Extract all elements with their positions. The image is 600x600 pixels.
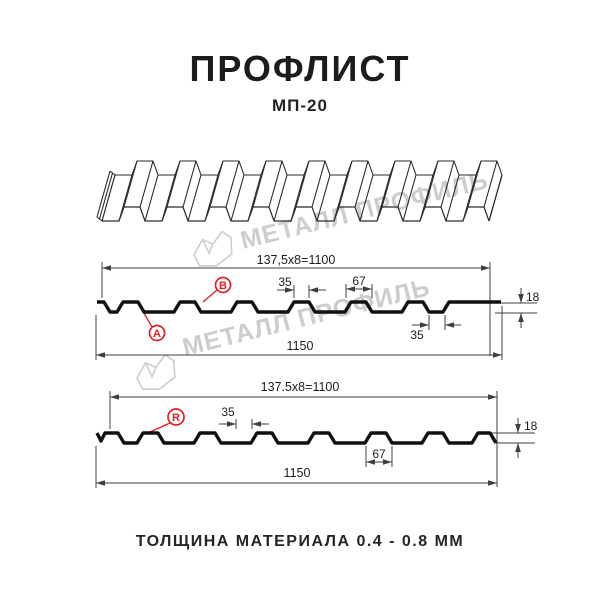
sheet-edge-line: [483, 160, 498, 208]
dim-profile-height: 18: [524, 419, 538, 433]
dimension-arrow: [252, 421, 261, 427]
header: ПРОФЛИСТ МП-20: [0, 48, 600, 116]
sheet-edge-line: [230, 174, 245, 222]
brand-logo-icon: [136, 353, 176, 391]
dimension-arrow: [309, 287, 318, 293]
sheet-cut-edge: [109, 170, 116, 176]
label-r-leader: [149, 422, 171, 433]
bottom-profile-texts: 137.5x8=1100 35 67 18 1150 R: [167, 380, 538, 480]
sheet-cut-edge: [96, 170, 111, 218]
profile-cross-section: [95, 431, 498, 445]
dimension-arrow: [493, 352, 502, 358]
dimension-arrow: [481, 265, 490, 271]
watermark-middle: МЕТАЛЛ ПРОФИЛЬ: [136, 273, 433, 391]
dimension-arrow: [346, 286, 355, 292]
dimension-arrow: [285, 287, 294, 293]
profile-model-subtitle: МП-20: [272, 96, 328, 115]
technical-drawing: МЕТАЛЛ ПРОФИЛЬ МЕТАЛЛ ПРОФИЛЬ 137,5x8=11…: [95, 160, 540, 488]
dim-profile-height: 18: [526, 290, 540, 304]
side-r-badge: [167, 408, 185, 426]
dimension-arrow: [102, 265, 111, 271]
sheet-edge-line: [268, 160, 283, 208]
side-b-badge: [214, 276, 232, 294]
label-b-leader: [202, 289, 218, 303]
dim-rib-top-width: 35: [278, 275, 292, 289]
sheet-cut-edge: [488, 174, 503, 222]
sheet-edge-line: [359, 174, 374, 222]
sheet-3d-view: [96, 160, 503, 222]
dimension-arrow: [96, 352, 105, 358]
dimension-arrow: [383, 459, 392, 465]
dimension-arrow: [488, 394, 497, 400]
sheet-edge-line: [187, 174, 202, 222]
material-thickness-note: ТОЛЩИНА МАТЕРИАЛА 0.4 - 0.8 ММ: [135, 533, 465, 550]
dim-overall-width: 1150: [287, 339, 314, 353]
dim-rib-top-width: 35: [221, 405, 235, 419]
dimension-arrow: [518, 294, 524, 303]
sheet-cut-edge: [96, 216, 103, 222]
sheet-edge-line: [440, 160, 455, 208]
side-a-label: A: [153, 328, 161, 340]
sheet-edge-line: [273, 174, 288, 222]
top-profile-geometry: [95, 262, 537, 360]
dim-rib-base-width: 67: [372, 447, 386, 461]
dimension-arrow: [445, 322, 454, 328]
dim-pitch-formula-top: 137,5x8=1100: [257, 253, 336, 267]
side-b-label: B: [219, 280, 227, 292]
dimension-arrow: [363, 286, 372, 292]
watermark-text: МЕТАЛЛ ПРОФИЛЬ: [238, 166, 491, 255]
dimension-arrow: [110, 394, 119, 400]
dimension-arrow: [420, 322, 429, 328]
sheet-edge-line: [139, 160, 154, 208]
brand-logo-icon: [193, 230, 233, 267]
dimension-arrow: [518, 313, 524, 322]
side-r-label: R: [172, 412, 180, 424]
sheet-edge-line: [144, 174, 159, 222]
sheet-cut-edge: [101, 174, 116, 222]
sheet-back-edge: [115, 160, 503, 176]
bottom-profile-geometry: [95, 391, 535, 488]
sheet-edge-line: [397, 160, 412, 208]
dimension-arrow: [96, 480, 105, 486]
dim-overall-width: 1150: [284, 466, 311, 480]
sheet-edge-line: [316, 174, 331, 222]
dimension-arrow: [515, 443, 521, 452]
sheet-cut-edge: [98, 172, 114, 220]
page-title: ПРОФЛИСТ: [189, 48, 411, 89]
profile-cross-section: [97, 300, 501, 314]
dimension-arrow: [366, 459, 375, 465]
sheet-edge-line: [354, 160, 369, 208]
dim-pitch-formula-bottom: 137.5x8=1100: [261, 380, 340, 394]
top-profile-texts: 137,5x8=1100 35 67 18 1150 35 B A: [148, 253, 540, 353]
sheet-edge-line: [182, 160, 197, 208]
side-a-badge: [148, 324, 166, 342]
dim-rib-base-width: 67: [352, 274, 366, 288]
sheet-edge-line: [311, 160, 326, 208]
dimension-arrow: [515, 424, 521, 433]
sheet-edge-line: [445, 174, 460, 222]
sheet-edge-line: [225, 160, 240, 208]
dim-overlap-width: 35: [410, 328, 424, 342]
dimension-arrow: [488, 480, 497, 486]
sheet-edge-line: [402, 174, 417, 222]
sheet-front-edge: [102, 206, 490, 222]
dimension-arrow: [227, 421, 236, 427]
